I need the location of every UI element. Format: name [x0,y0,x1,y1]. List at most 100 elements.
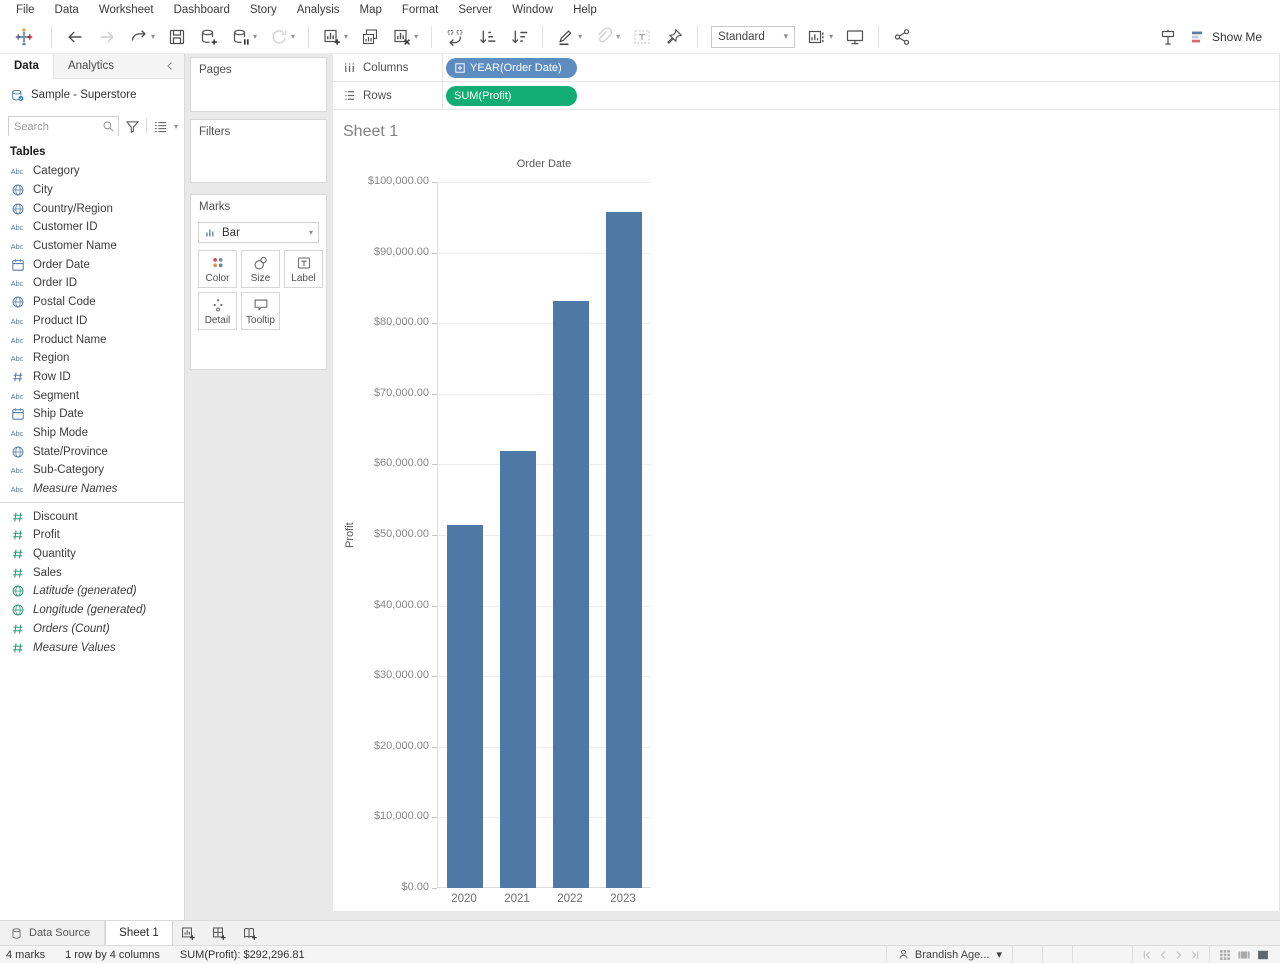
filters-shelf[interactable]: Filters [190,119,327,183]
menu-item-help[interactable]: Help [573,3,597,16]
field-item-category[interactable]: Abc Category [0,162,184,181]
pages-shelf[interactable]: Pages [190,57,327,112]
tile-view-icon[interactable] [1218,948,1232,962]
field-item-measure-names[interactable]: Abc Measure Names [0,480,184,499]
field-item-discount[interactable]: Discount [0,507,184,526]
marks-button-detail[interactable]: Detail [198,292,237,330]
marks-button-label[interactable]: Label [284,250,323,288]
menu-item-window[interactable]: Window [512,3,554,16]
field-item-sales[interactable]: Sales [0,563,184,582]
user-filter-dropdown[interactable]: Brandish Age... ▾ [885,946,1013,963]
field-item-ship-date[interactable]: Ship Date [0,405,184,424]
field-item-product-id[interactable]: Abc Product ID [0,312,184,331]
field-item-customer-name[interactable]: Abc Customer Name [0,237,184,256]
marks-button-color[interactable]: Color [198,250,237,288]
field-item-postal-code[interactable]: Postal Code [0,293,184,312]
bar-2021[interactable] [500,451,536,888]
tab-data[interactable]: Data [0,54,54,79]
field-item-ship-mode[interactable]: Abc Ship Mode [0,424,184,443]
field-item-state-province[interactable]: State/Province [0,442,184,461]
chevron-down-icon[interactable]: ▾ [578,32,583,41]
chevron-down-icon[interactable]: ▾ [829,32,834,41]
tab-analytics[interactable]: Analytics [67,60,114,72]
menu-item-file[interactable]: File [16,3,35,16]
new-worksheet-button[interactable] [173,921,204,945]
bar-2022[interactable] [553,301,589,888]
collapse-pane-button[interactable] [156,54,184,78]
field-item-city[interactable]: City [0,181,184,200]
field-item-longitude-generated-[interactable]: Longitude (generated) [0,601,184,620]
bar-2020[interactable] [447,525,483,888]
replay-icon[interactable]: ▾ [125,24,159,50]
menu-item-data[interactable]: Data [54,3,79,16]
swap-rows-columns-icon[interactable] [441,24,469,50]
last-sheet-icon[interactable] [1189,949,1201,961]
menu-item-format[interactable]: Format [401,3,439,16]
next-sheet-icon[interactable] [1173,949,1185,961]
chevron-down-icon[interactable]: ▾ [151,32,156,41]
fix-axes-icon[interactable] [660,24,688,50]
new-dashboard-button[interactable] [204,921,235,945]
field-item-row-id[interactable]: Row ID [0,368,184,387]
marks-button-tooltip[interactable]: Tooltip [241,292,280,330]
field-item-measure-values[interactable]: Measure Values [0,638,184,657]
chevron-down-icon[interactable]: ▾ [253,32,258,41]
tab-sheet-1[interactable]: Sheet 1 [105,921,173,945]
menu-item-server[interactable]: Server [458,3,493,16]
rows-shelf[interactable]: Rows SUM(Profit) [333,82,1279,110]
columns-shelf[interactable]: Columns YEAR(Order Date) [333,54,1279,82]
sort-descending-icon[interactable] [505,24,533,50]
field-item-orders-count-[interactable]: Orders (Count) [0,620,184,639]
menu-item-analysis[interactable]: Analysis [296,3,340,16]
field-item-region[interactable]: Abc Region [0,349,184,368]
new-worksheet-icon[interactable]: ▾ [318,24,352,50]
menu-item-dashboard[interactable]: Dashboard [173,3,230,16]
field-item-quantity[interactable]: Quantity [0,545,184,564]
menu-item-story[interactable]: Story [249,3,277,16]
presentation-mode-icon[interactable] [841,24,869,50]
mark-type-dropdown[interactable]: Bar ▾ [198,222,319,243]
sort-ascending-icon[interactable] [473,24,501,50]
highlight-icon[interactable]: ▾ [552,24,586,50]
undo-icon[interactable] [61,24,89,50]
datasource-item[interactable]: Sample - Superstore [0,82,184,108]
datasource-tab[interactable]: Data Source [0,921,106,945]
field-item-customer-id[interactable]: Abc Customer ID [0,218,184,237]
pause-updates-icon[interactable]: ▾ [227,24,261,50]
filter-funnel-icon[interactable] [124,118,141,135]
list-view-icon[interactable] [152,118,169,135]
field-item-sub-category[interactable]: Abc Sub-Category [0,461,184,480]
field-item-product-name[interactable]: Abc Product Name [0,330,184,349]
field-item-order-date[interactable]: Order Date [0,255,184,274]
new-datasource-icon[interactable] [195,24,223,50]
menu-item-worksheet[interactable]: Worksheet [98,3,154,16]
first-sheet-icon[interactable] [1141,949,1153,961]
field-item-country-region[interactable]: Country/Region [0,199,184,218]
menu-item-map[interactable]: Map [359,3,382,16]
fit-selector[interactable]: Standard ▾ [711,25,796,48]
chevron-down-icon[interactable]: ▾ [173,121,178,131]
show-me-button[interactable]: Show Me [1184,26,1268,48]
signpost-icon[interactable] [1154,24,1182,50]
field-item-order-id[interactable]: Abc Order ID [0,274,184,293]
chevron-down-icon[interactable]: ▾ [344,32,349,41]
clear-sheet-icon[interactable]: ▾ [388,24,422,50]
search-input[interactable] [9,118,118,136]
field-item-segment[interactable]: Abc Segment [0,386,184,405]
duplicate-sheet-icon[interactable] [356,24,384,50]
field-item-latitude-generated-[interactable]: Latitude (generated) [0,582,184,601]
pill-year-order-date[interactable]: YEAR(Order Date) [446,57,577,78]
save-icon[interactable] [163,24,191,50]
pill-sum-profit[interactable]: SUM(Profit) [446,85,577,106]
search-box[interactable] [8,116,119,136]
share-icon[interactable] [888,24,916,50]
show-cards-icon[interactable]: ▾ [803,24,837,50]
chart-pane[interactable] [437,182,651,888]
chevron-down-icon[interactable]: ▾ [414,32,419,41]
fullscreen-view-icon[interactable] [1256,948,1270,962]
new-story-button[interactable] [235,921,266,945]
marks-button-size[interactable]: Size [241,250,280,288]
previous-sheet-icon[interactable] [1157,949,1169,961]
filmstrip-view-icon[interactable] [1237,948,1251,962]
field-item-profit[interactable]: Profit [0,526,184,545]
